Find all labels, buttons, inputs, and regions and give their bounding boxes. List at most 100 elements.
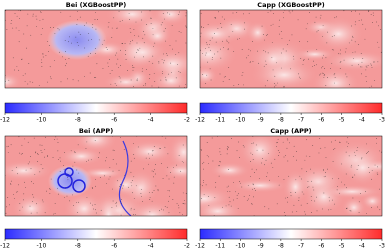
point xyxy=(345,48,347,50)
point xyxy=(298,200,300,201)
point xyxy=(90,202,91,204)
point xyxy=(118,67,119,68)
point xyxy=(311,180,312,182)
point xyxy=(227,191,228,192)
point xyxy=(149,157,150,159)
point xyxy=(117,58,119,60)
point xyxy=(302,60,304,61)
point xyxy=(185,193,187,194)
point xyxy=(354,41,356,43)
point xyxy=(105,160,106,162)
point xyxy=(106,49,108,50)
point xyxy=(133,198,135,199)
point xyxy=(59,51,60,53)
map-patch xyxy=(151,10,187,26)
point xyxy=(135,214,136,215)
point xyxy=(16,15,18,17)
point xyxy=(380,51,382,53)
point xyxy=(79,16,81,18)
point xyxy=(249,62,251,64)
point xyxy=(359,13,360,15)
point xyxy=(368,11,369,12)
point xyxy=(145,83,146,85)
point xyxy=(290,195,292,197)
point xyxy=(40,11,41,13)
point xyxy=(205,184,207,186)
point xyxy=(376,172,378,174)
point xyxy=(303,193,305,195)
point xyxy=(282,141,284,143)
point xyxy=(41,152,43,153)
point xyxy=(315,16,317,18)
point xyxy=(162,71,164,73)
point xyxy=(36,203,37,205)
point xyxy=(339,68,341,69)
point xyxy=(63,165,65,166)
point xyxy=(346,141,348,143)
point xyxy=(282,48,284,50)
point xyxy=(46,190,47,192)
point xyxy=(175,40,177,42)
point xyxy=(49,193,51,194)
point xyxy=(292,156,294,157)
point xyxy=(374,164,376,166)
point xyxy=(334,17,336,19)
point xyxy=(57,150,59,152)
point xyxy=(296,151,297,152)
point xyxy=(67,78,68,80)
point xyxy=(39,171,41,173)
point xyxy=(78,172,80,174)
point xyxy=(48,51,49,53)
point xyxy=(211,37,213,39)
point xyxy=(131,192,133,194)
point xyxy=(73,205,74,206)
point xyxy=(251,203,253,205)
point xyxy=(30,212,32,214)
point xyxy=(149,78,150,79)
point xyxy=(184,87,185,88)
point xyxy=(171,48,173,50)
point xyxy=(131,185,133,187)
point xyxy=(370,63,372,65)
point xyxy=(313,172,315,174)
point xyxy=(221,206,223,208)
point xyxy=(308,186,310,188)
point xyxy=(371,178,372,180)
point xyxy=(226,186,228,188)
point xyxy=(64,40,66,41)
point xyxy=(236,150,238,152)
point xyxy=(18,136,20,138)
point xyxy=(23,33,25,35)
point xyxy=(124,43,126,44)
point xyxy=(133,208,135,210)
point xyxy=(88,39,90,41)
point xyxy=(41,66,43,67)
point xyxy=(370,14,372,15)
point xyxy=(255,169,257,171)
point xyxy=(158,61,160,62)
point xyxy=(8,145,9,147)
point xyxy=(169,13,171,15)
point xyxy=(337,53,339,55)
point xyxy=(117,180,118,182)
point xyxy=(157,189,159,190)
point xyxy=(113,17,115,19)
point xyxy=(293,204,295,206)
point xyxy=(86,197,88,198)
point xyxy=(30,168,32,170)
point xyxy=(263,65,265,67)
point xyxy=(276,203,278,205)
map-patch xyxy=(103,73,149,88)
point xyxy=(378,25,379,27)
point xyxy=(109,59,110,60)
point xyxy=(208,196,209,197)
point xyxy=(12,57,14,59)
point xyxy=(210,79,212,81)
point xyxy=(35,15,37,17)
point xyxy=(343,10,345,12)
point xyxy=(78,201,79,203)
map-patch xyxy=(341,196,367,216)
point xyxy=(152,154,153,156)
point xyxy=(161,162,162,164)
point xyxy=(127,70,128,71)
